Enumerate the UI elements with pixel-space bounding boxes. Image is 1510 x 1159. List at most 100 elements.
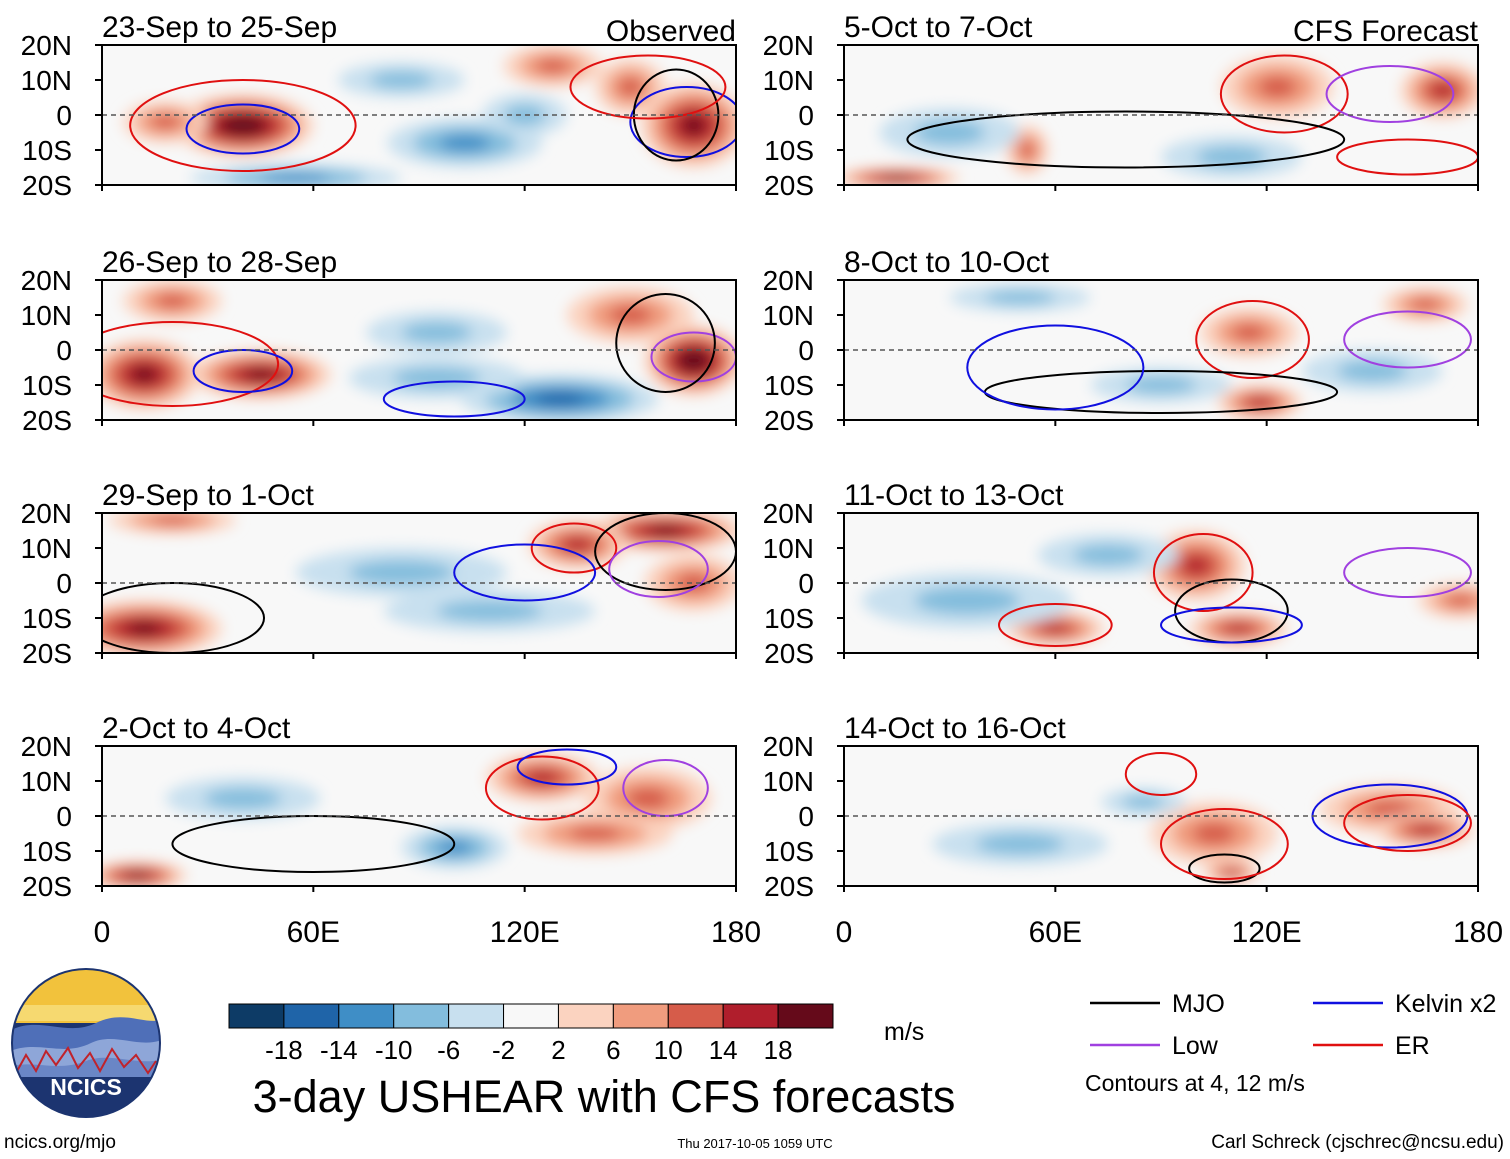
shear-anomaly xyxy=(1043,624,1068,633)
lon-tick-label: 60E xyxy=(287,916,340,949)
colorbar-level-label: 6 xyxy=(606,1035,620,1065)
lon-tick-label: 0 xyxy=(836,916,853,949)
wave-contour-red xyxy=(1124,752,1198,796)
wave-contour-blue xyxy=(192,349,294,393)
lat-tick-label: 0 xyxy=(56,100,72,131)
wave-contour-blue xyxy=(1160,606,1303,644)
footer-timestamp: Thu 2017-10-05 1059 UTC xyxy=(677,1136,832,1151)
shear-anomaly xyxy=(369,71,434,89)
axes-labels: 20N 10N 0 10S 20S 20N 10N 0 10S 20S 20N 10N 0 10S 20S 2… xyxy=(21,30,1503,949)
colorbar-level-label: 18 xyxy=(764,1035,793,1065)
panel-date-label: 2-Oct to 4-Oct xyxy=(102,712,291,745)
wave-contour-purple xyxy=(650,331,736,383)
lat-tick-label: 0 xyxy=(798,335,814,366)
footer-url[interactable]: ncics.org/mjo xyxy=(4,1132,116,1153)
shear-anomaly xyxy=(650,526,682,535)
shear-anomaly xyxy=(914,586,1021,615)
wave-contour-purple xyxy=(1343,547,1472,598)
lat-tick-label: 10S xyxy=(22,135,72,166)
lat-tick-label: 20N xyxy=(21,731,72,762)
panel-date-label: 29-Sep to 1-Oct xyxy=(102,479,314,512)
wave-contour-purple xyxy=(608,540,709,598)
shear-anomaly xyxy=(1125,376,1197,394)
colorbar-level-label: -14 xyxy=(320,1035,358,1065)
shear-anomaly xyxy=(128,622,160,635)
shear-anomaly xyxy=(685,354,702,367)
panel-date-label: 5-Oct to 7-Oct xyxy=(844,11,1033,44)
lon-tick-label: 180 xyxy=(711,916,761,949)
wave-contour-red xyxy=(1152,533,1254,612)
shear-anomaly xyxy=(392,367,481,389)
panel-date-label: 11-Oct to 13-Oct xyxy=(844,479,1064,512)
wave-contour-black xyxy=(906,110,1346,169)
shear-anomaly xyxy=(1258,76,1297,98)
wave-contour-red xyxy=(569,54,727,120)
shear-anomaly xyxy=(1432,83,1454,98)
shear-anomaly xyxy=(1249,398,1271,407)
colorbar: -18 -14 -10 -6 -2 2 6 10 14 18 xyxy=(228,1003,834,1065)
shear-anomaly xyxy=(536,59,570,73)
shear-anomaly xyxy=(626,788,670,809)
ncics-logo: NCICS xyxy=(11,968,161,1118)
colorbar-swatch xyxy=(612,1003,669,1029)
wave-contour-red xyxy=(1219,54,1349,134)
map-panel: 5-Oct to 7-Oct CFS Forecast xyxy=(837,11,1479,191)
lat-tick-label: 0 xyxy=(798,568,814,599)
logo-text: NCICS xyxy=(50,1074,122,1100)
legend-label: Kelvin x2 xyxy=(1395,990,1496,1018)
colorbar-swatch xyxy=(393,1003,450,1029)
lat-tick-label: 10S xyxy=(764,370,814,401)
legend-label: MJO xyxy=(1172,990,1225,1018)
shear-anomaly xyxy=(132,367,156,382)
colorbar-level-label: -18 xyxy=(265,1035,303,1065)
shear-anomaly xyxy=(569,826,621,841)
map-panel: 14-Oct to 16-Oct xyxy=(837,712,1479,892)
shear-anomaly xyxy=(1183,556,1209,575)
wave-contour-blue xyxy=(185,103,301,155)
wave-contour-black xyxy=(1188,853,1261,884)
wave-contour-red xyxy=(129,79,357,172)
shear-anomaly xyxy=(884,175,910,181)
wave-contour-purple xyxy=(1343,310,1472,369)
lat-tick-label: 20S xyxy=(22,871,72,902)
shear-anomaly xyxy=(976,833,1065,855)
colorbar-swatch xyxy=(283,1003,340,1029)
shear-anomaly xyxy=(1192,823,1235,844)
shear-anomaly xyxy=(1020,141,1035,159)
shear-anomaly xyxy=(1122,795,1165,809)
lat-tick-label: 20N xyxy=(21,30,72,61)
shear-anomaly xyxy=(503,104,546,126)
lon-tick-label: 60E xyxy=(1029,916,1082,949)
wave-contour-blue xyxy=(966,324,1145,411)
shear-anomaly xyxy=(1366,800,1414,818)
shear-anomaly xyxy=(618,77,643,97)
wave-contour-red xyxy=(484,755,600,821)
shear-anomaly xyxy=(151,515,194,525)
shear-anomaly xyxy=(1072,544,1144,566)
shear-anomaly xyxy=(260,173,331,183)
panel-date-label: 26-Sep to 28-Sep xyxy=(102,246,337,279)
colorbar-level-label: -2 xyxy=(492,1035,515,1065)
lat-tick-label: 10S xyxy=(764,836,814,867)
lat-tick-label: 20N xyxy=(763,265,814,296)
lat-tick-label: 20S xyxy=(22,638,72,669)
colorbar-swatch xyxy=(722,1003,779,1029)
wave-contour-red xyxy=(530,522,618,574)
lat-tick-label: 20S xyxy=(22,170,72,201)
panel-source-label: CFS Forecast xyxy=(1293,15,1479,48)
lat-tick-label: 20N xyxy=(763,498,814,529)
map-panel: 23-Sep to 25-Sep Observed xyxy=(95,11,737,191)
lat-tick-label: 0 xyxy=(798,801,814,832)
shear-anomaly xyxy=(204,788,282,809)
shear-anomaly xyxy=(1411,298,1440,311)
wave-contour-blue xyxy=(516,748,618,786)
lat-tick-label: 20S xyxy=(764,405,814,436)
lat-tick-label: 10S xyxy=(22,836,72,867)
lon-tick-label: 120E xyxy=(490,916,560,949)
shear-anomaly xyxy=(683,117,705,134)
colorbar-swatch xyxy=(557,1003,614,1029)
contour-note: Contours at 4, 12 m/s xyxy=(1085,1070,1305,1096)
colorbar-level-label: 2 xyxy=(551,1035,565,1065)
shear-anomaly xyxy=(401,322,472,343)
